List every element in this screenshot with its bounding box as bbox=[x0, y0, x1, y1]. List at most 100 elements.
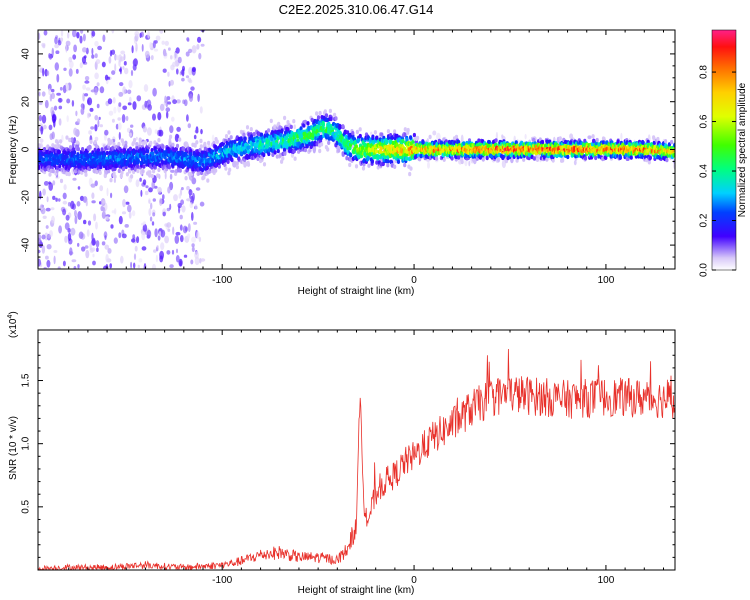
heatmap-cell bbox=[55, 165, 60, 170]
heatmap-cell bbox=[39, 239, 42, 244]
heatmap-cell bbox=[140, 189, 143, 197]
heatmap-cell bbox=[81, 246, 86, 252]
heatmap-cell bbox=[90, 183, 96, 188]
colorbar-gradient bbox=[711, 29, 737, 271]
colorbar-tick-label: 0.8 bbox=[699, 65, 710, 79]
heatmap-cell bbox=[358, 127, 362, 132]
heatmap-cell bbox=[122, 199, 126, 208]
heatmap-cell bbox=[102, 34, 106, 43]
heatmap-cell bbox=[148, 187, 153, 193]
heatmap-cell bbox=[132, 59, 137, 66]
heatmap-cell bbox=[113, 178, 116, 183]
heatmap-cell bbox=[247, 149, 251, 154]
heatmap-cell bbox=[167, 164, 171, 170]
heatmap-cell bbox=[77, 264, 80, 269]
heatmap-cell bbox=[92, 253, 95, 258]
heatmap-cell bbox=[83, 157, 87, 163]
heatmap-cell bbox=[150, 148, 154, 153]
heatmap-cell bbox=[293, 124, 296, 130]
heatmap-cell bbox=[193, 134, 197, 140]
heatmap-cell bbox=[112, 97, 116, 104]
heatmap-cell bbox=[191, 243, 195, 248]
heatmap-cell bbox=[38, 237, 41, 246]
heatmap-cell bbox=[306, 121, 310, 126]
heatmap-cell bbox=[55, 50, 60, 54]
heatmap-cell bbox=[327, 121, 331, 127]
heatmap-cell bbox=[95, 144, 99, 149]
heatmap-cell bbox=[370, 131, 373, 135]
snr-series-line bbox=[38, 348, 675, 570]
heatmap-cell bbox=[186, 198, 192, 202]
heatmap-cell bbox=[149, 42, 153, 49]
heatmap-cell bbox=[412, 132, 416, 138]
heatmap-cell bbox=[74, 209, 77, 217]
heatmap-cell bbox=[105, 216, 109, 221]
heatmap-cell bbox=[335, 140, 339, 146]
colorbar-label: Normalized spectral amplitude bbox=[737, 82, 748, 217]
heatmap-cell bbox=[345, 156, 349, 161]
heatmap-cell bbox=[145, 185, 149, 189]
heatmap-cell bbox=[288, 142, 292, 147]
heatmap-cell bbox=[179, 260, 182, 267]
heatmap-cell bbox=[179, 224, 183, 231]
heatmap-cell bbox=[84, 76, 90, 81]
heatmap-cell bbox=[53, 250, 58, 253]
heatmap-cell bbox=[102, 154, 106, 160]
y-tick-label: 0.5 bbox=[21, 499, 32, 513]
heatmap-cell bbox=[54, 43, 59, 49]
heatmap-cell bbox=[566, 154, 570, 160]
heatmap-cell bbox=[164, 40, 169, 46]
heatmap-cell bbox=[59, 178, 64, 184]
heatmap-cell bbox=[62, 208, 67, 216]
heatmap-cell bbox=[73, 266, 77, 269]
heatmap-cell bbox=[67, 32, 70, 39]
heatmap-cell bbox=[111, 118, 115, 123]
heatmap-cell bbox=[148, 170, 152, 175]
heatmap-cell bbox=[206, 178, 210, 183]
heatmap-cell bbox=[223, 162, 227, 168]
heatmap-cell bbox=[373, 130, 377, 135]
heatmap-cell bbox=[194, 204, 198, 210]
heatmap-cell bbox=[51, 47, 54, 57]
heatmap-cell bbox=[409, 166, 413, 171]
heatmap-cell bbox=[316, 132, 320, 137]
heatmap-cell bbox=[166, 111, 169, 119]
heatmap-cell bbox=[54, 62, 59, 71]
heatmap-cell bbox=[107, 98, 113, 105]
heatmap-cell bbox=[99, 185, 104, 192]
heatmap-cell bbox=[38, 91, 41, 97]
heatmap-cell bbox=[495, 131, 498, 141]
heatmap-cell bbox=[355, 129, 359, 135]
heatmap-cell bbox=[199, 106, 203, 114]
heatmap-cell bbox=[665, 157, 669, 163]
heatmap-cell bbox=[175, 255, 180, 263]
heatmap-cell bbox=[403, 127, 407, 132]
heatmap-cell bbox=[409, 135, 413, 140]
heatmap-cell bbox=[63, 67, 67, 72]
heatmap-cell bbox=[101, 61, 106, 68]
heatmap-cell bbox=[125, 172, 129, 177]
heatmap-cell bbox=[200, 43, 205, 47]
heatmap-cell bbox=[184, 99, 188, 107]
heatmap-cell bbox=[126, 127, 131, 133]
snr-panel: -100 0 100 0.51.01.5 Height of straight li… bbox=[7, 311, 676, 596]
heatmap-cell bbox=[40, 125, 44, 135]
heatmap-cell bbox=[136, 168, 140, 174]
heatmap-cell bbox=[155, 35, 161, 41]
heatmap-cell bbox=[104, 235, 107, 240]
heatmap-cell bbox=[122, 66, 125, 70]
heatmap-cell bbox=[141, 231, 146, 241]
heatmap-cell bbox=[62, 85, 67, 94]
heatmap-cell bbox=[175, 47, 180, 54]
heatmap-cell bbox=[42, 44, 46, 49]
heatmap-cell bbox=[76, 201, 81, 207]
heatmap-cell bbox=[54, 36, 58, 45]
heatmap-cell bbox=[190, 259, 194, 265]
heatmap-cell bbox=[334, 116, 338, 121]
heatmap-cell bbox=[58, 118, 62, 126]
heatmap-cell bbox=[316, 115, 321, 120]
heatmap-cell bbox=[416, 135, 420, 141]
heatmap-cell bbox=[190, 86, 195, 91]
heatmap-cell bbox=[112, 142, 116, 147]
heatmap-cell bbox=[88, 130, 92, 135]
